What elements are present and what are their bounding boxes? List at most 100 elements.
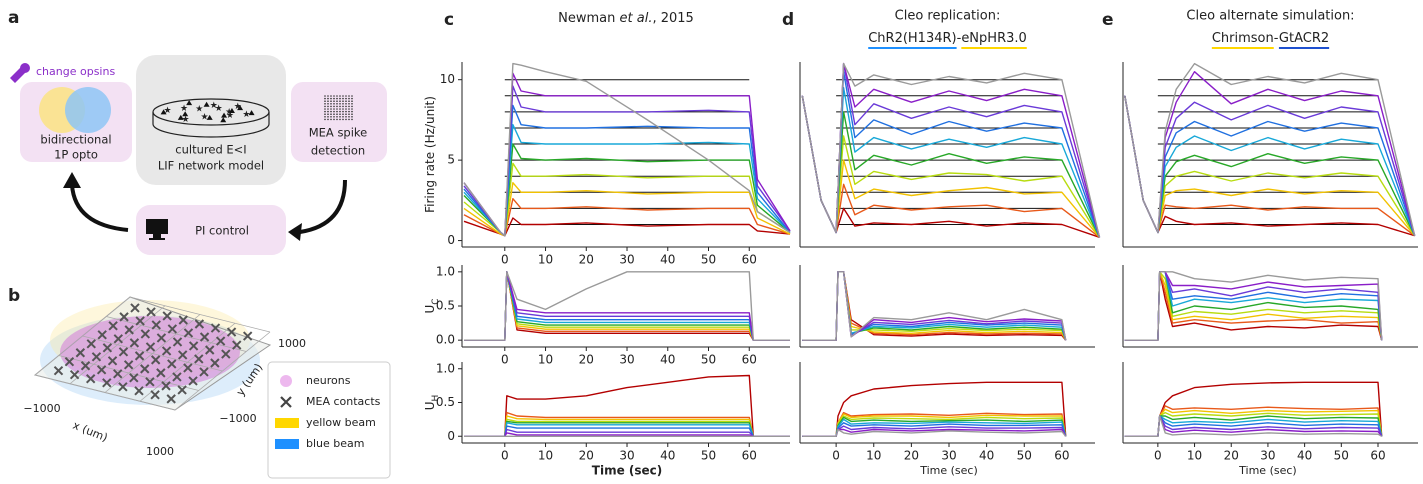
legend-label: blue beam — [306, 437, 364, 450]
mea-contact — [156, 333, 167, 343]
legend-swatch — [275, 418, 299, 428]
mea-contact — [161, 381, 171, 391]
x-tick-label: 60 — [1054, 449, 1069, 463]
subplot: Cleo alternate simulation: Chrimson-GtACR… — [1122, 9, 1418, 248]
mea-contact — [221, 349, 231, 359]
x-tick-label: 30 — [619, 253, 634, 267]
mea-dot — [333, 110, 335, 113]
mea-contact — [172, 372, 182, 382]
mea-contact — [167, 359, 177, 369]
legend-swatch — [280, 396, 292, 408]
mea-dot — [330, 105, 332, 108]
mea-contact — [178, 315, 188, 325]
series-line — [464, 428, 790, 437]
mea-contact — [188, 341, 199, 351]
mea-dot — [327, 116, 329, 118]
mea-contact — [215, 336, 226, 346]
x-tick-label: 20 — [904, 449, 919, 463]
monitor-icon — [153, 234, 161, 238]
mea-contact — [140, 329, 151, 339]
wrench-icon — [10, 63, 30, 83]
mea-dot — [351, 100, 353, 102]
series-line — [1124, 62, 1416, 236]
series-line — [463, 143, 791, 237]
mea-dot — [345, 95, 347, 97]
mea-contact — [145, 377, 155, 387]
mea-dot — [327, 100, 329, 102]
legend-label: neurons — [306, 374, 351, 387]
mea-dot — [345, 118, 347, 121]
mea-dot — [324, 118, 326, 121]
mea-dot — [333, 95, 335, 97]
series-line — [802, 381, 1067, 437]
mea-contact — [102, 378, 112, 388]
mea-dot — [351, 108, 353, 110]
y-tick-label: 5 — [447, 153, 455, 167]
mea-dot — [324, 116, 326, 118]
cell: ★ — [201, 113, 209, 123]
y-axis-label: UC — [423, 298, 441, 313]
subplot: 0 10 20 30 40 50 60 Time (sec) — [1122, 362, 1418, 477]
mea-dot — [330, 116, 332, 118]
y-axis-label-text: U — [423, 305, 437, 314]
x-tick-label: 40 — [1297, 449, 1312, 463]
series-line — [801, 62, 1101, 238]
mea-dot — [333, 116, 335, 118]
mea-contact — [205, 345, 215, 355]
chart-title: Newman et al., 2015 — [558, 11, 694, 26]
tick-label: 1000 — [146, 445, 174, 458]
x-tick-label: 10 — [866, 449, 881, 463]
cell: ★ — [182, 115, 190, 125]
mea-dot — [345, 113, 347, 115]
mea-contact — [64, 357, 75, 367]
subtitle-part: ChR2(H134R) — [868, 31, 956, 46]
mea-contact — [210, 323, 221, 333]
control-box — [136, 205, 286, 255]
cell — [220, 117, 227, 123]
mea-dot — [336, 116, 338, 118]
mea-dot — [327, 108, 329, 110]
x-tick-label: 20 — [579, 253, 594, 267]
mea-dot — [342, 97, 344, 100]
blue-opsin — [65, 87, 111, 133]
series-line — [464, 432, 790, 437]
plane-grid — [106, 316, 247, 352]
mea-contact — [172, 337, 183, 347]
series-line — [464, 422, 790, 437]
x-tick-label: 0 — [501, 353, 509, 367]
mea-contact — [118, 347, 129, 357]
network-box — [136, 55, 286, 185]
plane-grid — [104, 314, 201, 393]
cell — [237, 105, 244, 111]
series-line — [464, 415, 790, 437]
mea-contact — [150, 390, 160, 400]
series-line — [801, 95, 1101, 238]
x-tick-label: 20 — [1224, 449, 1239, 463]
mea-contact — [97, 330, 107, 340]
mea-contact — [210, 358, 220, 368]
mea-3d: x (um) y (um) −1000 1000 1000 −1000 neur… — [23, 296, 391, 479]
mea-label: MEA spike — [309, 126, 368, 140]
series-line — [463, 217, 791, 237]
x-axis-label: Time (sec) — [1238, 464, 1297, 477]
mea-contact — [145, 342, 156, 352]
x-tick-label: 40 — [660, 353, 675, 367]
mea-contact — [183, 363, 193, 373]
mea-dot — [330, 118, 332, 121]
mea-dot — [342, 118, 344, 121]
mea-dot — [336, 105, 338, 108]
x-tick-label: 30 — [941, 449, 956, 463]
mea-dot — [324, 113, 326, 115]
mea-dot — [348, 116, 350, 118]
mea-dot — [327, 95, 329, 97]
mea-dot — [327, 103, 329, 105]
subplot: Cleo replication: ChR2(H134R)-eNpHR3.0 — [799, 9, 1101, 248]
x-tick-label: 60 — [742, 449, 757, 463]
cell: ★ — [163, 106, 171, 116]
mea-dot — [345, 110, 347, 113]
mea-contact — [167, 324, 178, 334]
mea-dot — [330, 95, 332, 97]
monitor-icon — [149, 238, 165, 240]
x-tick-label: 20 — [579, 353, 594, 367]
mea-dot — [336, 103, 338, 105]
